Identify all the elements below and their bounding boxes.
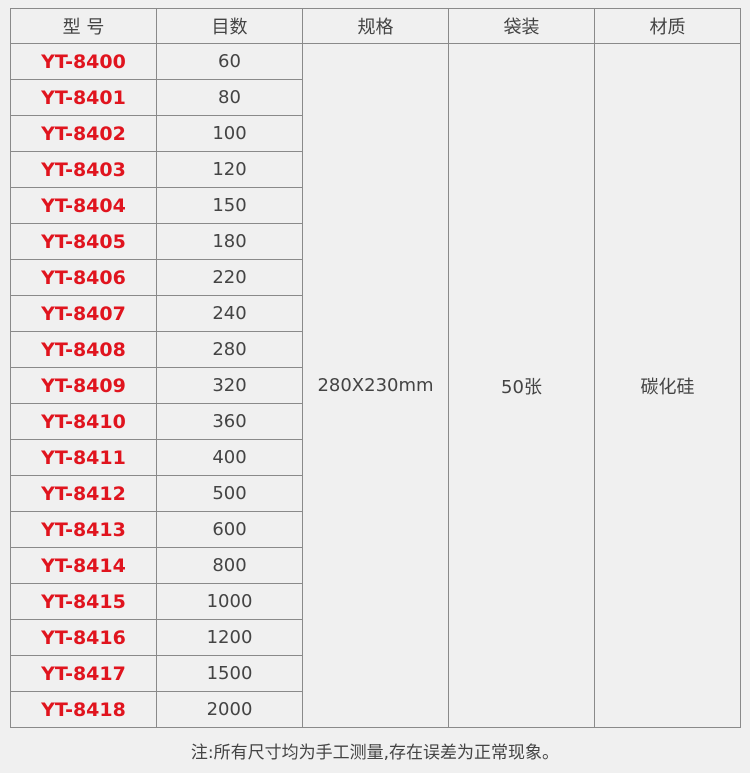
header-model: 型 号 (10, 8, 157, 44)
model-cell: YT-8401 (10, 79, 157, 116)
model-cell: YT-8414 (10, 547, 157, 584)
table-row: YT-8417 1500 (10, 655, 741, 692)
table-row: YT-8410 360 (10, 403, 741, 440)
header-mesh: 目数 (156, 8, 303, 44)
mesh-cell: 800 (156, 547, 303, 584)
product-spec-table: 型 号 目数 规格 袋装 材质 YT-8400 60 280X230mm 50张 … (10, 8, 741, 728)
mesh-cell: 240 (156, 295, 303, 332)
header-spec: 规格 (302, 8, 449, 44)
table-row: YT-8406 220 (10, 259, 741, 296)
header-pack: 袋装 (448, 8, 595, 44)
model-cell: YT-8411 (10, 439, 157, 476)
mesh-cell: 320 (156, 367, 303, 404)
material-cell: 碳化硅 (594, 43, 741, 728)
table-row: YT-8403 120 (10, 151, 741, 188)
table-row: YT-8413 600 (10, 511, 741, 548)
mesh-cell: 220 (156, 259, 303, 296)
mesh-cell: 100 (156, 115, 303, 152)
mesh-cell: 1200 (156, 619, 303, 656)
mesh-cell: 80 (156, 79, 303, 116)
model-cell: YT-8415 (10, 583, 157, 620)
footnote: 注:所有尺寸均为手工测量,存在误差为正常现象。 (190, 743, 560, 763)
model-cell: YT-8400 (10, 43, 157, 80)
table-row: YT-8400 60 280X230mm 50张 碳化硅 (10, 43, 741, 728)
mesh-cell: 500 (156, 475, 303, 512)
mesh-cell: 1000 (156, 583, 303, 620)
model-cell: YT-8413 (10, 511, 157, 548)
model-cell: YT-8416 (10, 619, 157, 656)
table-row: YT-8407 240 (10, 295, 741, 332)
table-row: YT-8412 500 (10, 475, 741, 512)
model-cell: YT-8408 (10, 331, 157, 368)
mesh-cell: 150 (156, 187, 303, 224)
table-row: YT-8414 800 (10, 547, 741, 584)
mesh-cell: 360 (156, 403, 303, 440)
mesh-cell: 1500 (156, 655, 303, 692)
model-cell: YT-8412 (10, 475, 157, 512)
mesh-cell: 180 (156, 223, 303, 260)
header-row: 型 号 目数 规格 袋装 材质 (10, 8, 741, 44)
table-row: YT-8408 280 (10, 331, 741, 368)
model-cell: YT-8409 (10, 367, 157, 404)
model-cell: YT-8418 (10, 691, 157, 728)
table-row: YT-8416 1200 (10, 619, 741, 656)
table-row: YT-8409 320 (10, 367, 741, 404)
header-material: 材质 (594, 8, 741, 44)
mesh-cell: 280 (156, 331, 303, 368)
table-row: YT-8418 2000 (10, 691, 741, 728)
spec-cell: 280X230mm (302, 43, 449, 728)
mesh-cell: 60 (156, 43, 303, 80)
table-row: YT-8402 100 (10, 115, 741, 152)
table-row: YT-8401 80 (10, 79, 741, 116)
model-cell: YT-8407 (10, 295, 157, 332)
model-cell: YT-8405 (10, 223, 157, 260)
table-row: YT-8411 400 (10, 439, 741, 476)
model-cell: YT-8404 (10, 187, 157, 224)
model-cell: YT-8417 (10, 655, 157, 692)
model-cell: YT-8406 (10, 259, 157, 296)
mesh-cell: 600 (156, 511, 303, 548)
model-cell: YT-8410 (10, 403, 157, 440)
pack-cell: 50张 (448, 43, 595, 728)
table-row: YT-8415 1000 (10, 583, 741, 620)
mesh-cell: 120 (156, 151, 303, 188)
table-row: YT-8404 150 (10, 187, 741, 224)
model-cell: YT-8403 (10, 151, 157, 188)
mesh-cell: 2000 (156, 691, 303, 728)
table-row: YT-8405 180 (10, 223, 741, 260)
mesh-cell: 400 (156, 439, 303, 476)
model-cell: YT-8402 (10, 115, 157, 152)
